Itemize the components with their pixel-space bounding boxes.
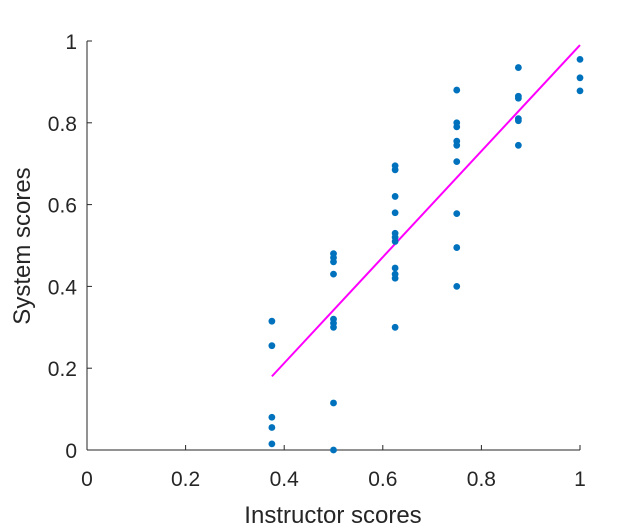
data-point <box>268 424 276 431</box>
data-point <box>453 244 461 251</box>
data-point <box>453 141 461 149</box>
y-tick-label: 0.2 <box>48 358 77 381</box>
data-point <box>391 193 399 200</box>
data-point <box>514 117 522 125</box>
data-point <box>391 166 399 174</box>
data-point <box>268 440 276 448</box>
data-point <box>268 413 276 421</box>
data-point <box>576 87 584 95</box>
data-point <box>330 258 337 266</box>
data-point <box>453 283 461 290</box>
data-point <box>330 323 337 331</box>
data-point <box>453 158 461 166</box>
y-axis-label: System scores <box>9 167 36 324</box>
data-point <box>268 317 276 325</box>
y-tick-label: 0.8 <box>48 113 77 136</box>
data-point <box>330 399 337 407</box>
x-tick-label: 1 <box>574 468 586 491</box>
x-tick-label: 0.2 <box>171 468 200 491</box>
data-point <box>453 123 461 131</box>
data-point <box>268 342 276 350</box>
y-axis-ticks: 0 0.2 0.4 0.6 0.8 1 <box>48 31 92 463</box>
x-tick-label: 0 <box>81 468 93 491</box>
data-point <box>514 94 522 102</box>
x-tick-label: 0.6 <box>368 468 397 491</box>
data-point <box>576 74 584 82</box>
fit-line-group <box>271 44 581 378</box>
data-points <box>268 56 584 454</box>
data-point <box>391 323 399 331</box>
fit-line <box>271 44 581 378</box>
data-point <box>391 264 399 272</box>
data-point <box>391 209 399 217</box>
y-tick-label: 1 <box>65 31 77 54</box>
data-point <box>330 446 337 454</box>
data-point <box>330 270 337 278</box>
data-point <box>514 141 522 149</box>
x-axis-ticks: 0 0.2 0.4 0.6 0.8 1 <box>81 445 586 491</box>
x-tick-label: 0.4 <box>270 468 300 491</box>
y-tick-label: 0 <box>65 440 77 463</box>
data-point <box>391 274 399 282</box>
x-axis-label: Instructor scores <box>244 502 421 529</box>
y-tick-label: 0.4 <box>48 276 78 299</box>
data-point <box>576 56 584 63</box>
data-point <box>514 64 522 71</box>
y-tick-label: 0.6 <box>48 195 77 218</box>
data-point <box>391 238 399 245</box>
data-point <box>453 86 461 94</box>
data-point <box>453 210 461 217</box>
x-tick-label: 0.8 <box>467 468 496 491</box>
axes <box>86 41 580 451</box>
